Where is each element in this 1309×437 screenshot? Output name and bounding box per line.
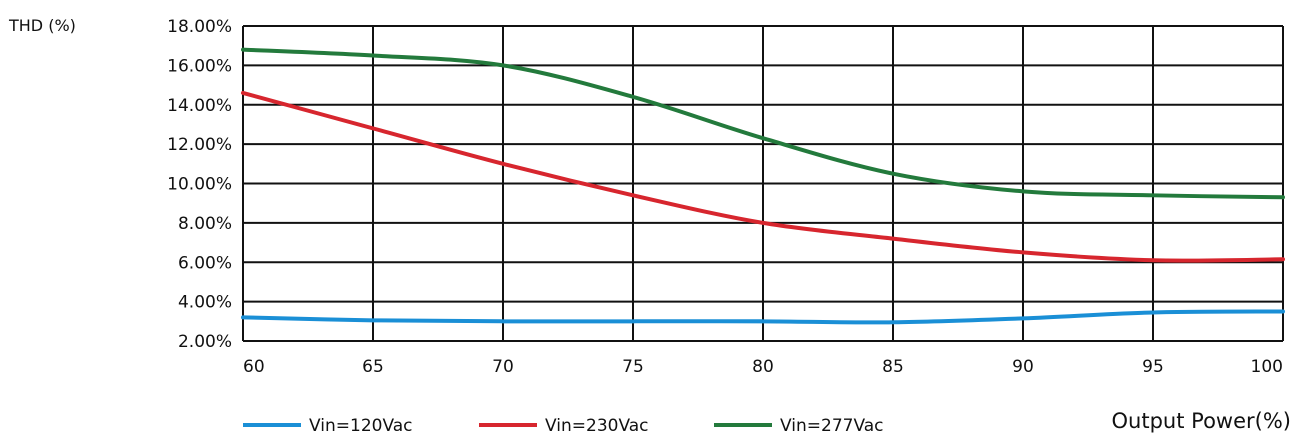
legend: Vin=120Vac Vin=230Vac Vin=277Vac bbox=[243, 416, 884, 436]
x-tick-label: 70 bbox=[492, 357, 514, 377]
x-axis-label: Output Power(%) bbox=[1112, 409, 1291, 433]
y-tick-label: 2.00% bbox=[178, 332, 232, 352]
legend-label: Vin=120Vac bbox=[309, 416, 413, 436]
x-tick-label: 90 bbox=[1012, 357, 1034, 377]
x-tick-label: 100 bbox=[1251, 357, 1283, 377]
x-tick-label: 60 bbox=[243, 357, 265, 377]
legend-label: Vin=277Vac bbox=[780, 416, 884, 436]
y-tick-label: 14.00% bbox=[167, 96, 232, 116]
y-axis-label: THD (%) bbox=[8, 16, 76, 35]
y-tick-label: 8.00% bbox=[178, 214, 232, 234]
y-tick-labels: 2.00% 4.00% 6.00% 8.00% 10.00% 12.00% 14.00% 16… bbox=[167, 17, 232, 352]
y-tick-label: 12.00% bbox=[167, 135, 232, 155]
y-tick-label: 6.00% bbox=[178, 253, 232, 273]
y-tick-label: 16.00% bbox=[167, 56, 232, 76]
x-tick-label: 95 bbox=[1142, 357, 1164, 377]
grid bbox=[243, 26, 1283, 341]
y-tick-label: 10.00% bbox=[167, 175, 232, 195]
legend-label: Vin=230Vac bbox=[545, 416, 649, 436]
y-tick-label: 18.00% bbox=[167, 17, 232, 37]
x-tick-label: 80 bbox=[752, 357, 774, 377]
x-tick-label: 85 bbox=[882, 357, 904, 377]
x-tick-label: 65 bbox=[362, 357, 384, 377]
y-tick-label: 4.00% bbox=[178, 293, 232, 313]
x-tick-label: 75 bbox=[622, 357, 644, 377]
x-tick-labels: 60 65 70 75 80 85 90 95 100 bbox=[243, 357, 1283, 377]
